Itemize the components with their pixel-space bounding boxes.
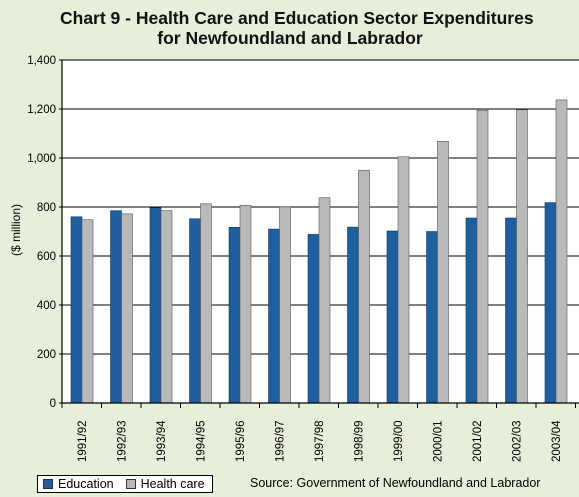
chart-title-line-1: Chart 9 - Health Care and Education Sect… [60,8,534,28]
bar-education [268,228,280,404]
x-tick-label: 1997/98 [314,420,326,462]
x-tick-label: 1994/95 [196,420,208,462]
bar-health-care [555,99,568,404]
chart-title: Chart 9 - Health Care and Education Sect… [60,8,534,48]
bar-education [544,202,557,404]
y-tick-label: 1,000 [27,153,56,165]
y-tick-label: 1,200 [27,104,56,116]
legend-swatch-health-care [125,479,136,489]
bar-health-care [160,210,173,404]
bar-health-care [239,204,252,404]
bar-health-care [516,109,528,404]
x-tick-label: 1992/93 [117,420,129,462]
chart-title-line-2: for Newfoundland and Labrador [157,28,423,48]
x-tick-label: 2002/03 [512,420,524,462]
bar-education [505,217,517,404]
legend-label-education: Education [58,477,114,491]
bar-education [465,217,478,404]
y-tick-labels: 0 200 400 600 800 1,000 1,200 1,400 [27,55,56,410]
axes [59,59,579,408]
y-tick-label: 800 [37,202,56,214]
y-axis-label: ($ million) [9,204,23,256]
legend-item-education: Education [43,477,114,491]
bar-education [307,234,320,404]
bar-chart: 0 200 400 600 800 1,000 1,200 1,400 1991/92 1992… [9,55,579,462]
bar-health-care [318,197,331,404]
bars-group [70,99,568,404]
bar-health-care [279,206,291,404]
bar-education [386,230,399,404]
legend: Education Health care [37,475,213,493]
bar-health-care [437,141,449,404]
bar-health-care [476,109,489,404]
bar-health-care [81,219,94,404]
bar-health-care [121,213,133,404]
legend-item-health-care: Health care [125,477,205,491]
x-tick-label: 2001/02 [472,420,484,462]
x-tick-label: 2000/01 [433,420,445,462]
bar-education [149,207,162,404]
y-tick-label: 0 [50,398,56,410]
y-tick-label: 200 [37,349,56,361]
legend-label-health-care: Health care [140,477,205,491]
x-tick-label: 1991/92 [77,420,89,462]
x-tick-label: 2003/04 [551,420,563,462]
y-tick-label: 600 [37,251,56,263]
x-tick-labels: 1991/92 1992/93 1993/94 1994/95 1995/96 1996/… [77,420,563,462]
legend-swatch-education [43,479,53,489]
bar-health-care [200,203,212,404]
x-tick-label: 1993/94 [156,420,168,462]
x-tick-label: 1995/96 [235,420,247,462]
bar-education [70,216,83,404]
bar-education [110,210,122,404]
bar-education [189,218,201,404]
source-note: Source: Government of Newfoundland and L… [250,476,541,490]
bar-education [426,231,438,404]
bar-education [228,227,241,404]
x-tick-label: 1999/00 [393,420,405,462]
y-tick-label: 400 [37,300,56,312]
bar-health-care [397,156,410,404]
bar-education [347,226,359,404]
x-tick-label: 1998/99 [354,420,366,462]
x-tick-label: 1996/97 [275,420,287,462]
y-tick-label: 1,400 [27,55,56,67]
bar-health-care [358,169,370,404]
